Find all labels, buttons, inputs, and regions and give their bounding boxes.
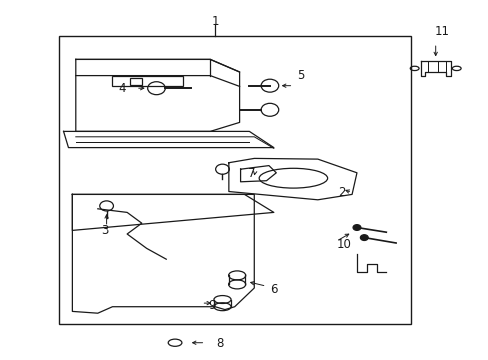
Text: 7: 7: [247, 167, 255, 180]
Text: 6: 6: [269, 283, 277, 296]
Bar: [112, 76, 183, 86]
Text: 11: 11: [434, 25, 449, 38]
Text: 1: 1: [211, 15, 219, 28]
Text: 9: 9: [208, 299, 216, 312]
Text: 5: 5: [296, 69, 304, 82]
Circle shape: [352, 225, 360, 230]
Text: 8: 8: [216, 337, 224, 350]
Text: 3: 3: [101, 224, 109, 237]
Text: 2: 2: [338, 186, 346, 199]
Bar: [129, 78, 142, 85]
Text: 10: 10: [336, 238, 351, 251]
Circle shape: [360, 235, 367, 240]
Bar: [59, 36, 410, 324]
Text: 4: 4: [118, 82, 126, 95]
